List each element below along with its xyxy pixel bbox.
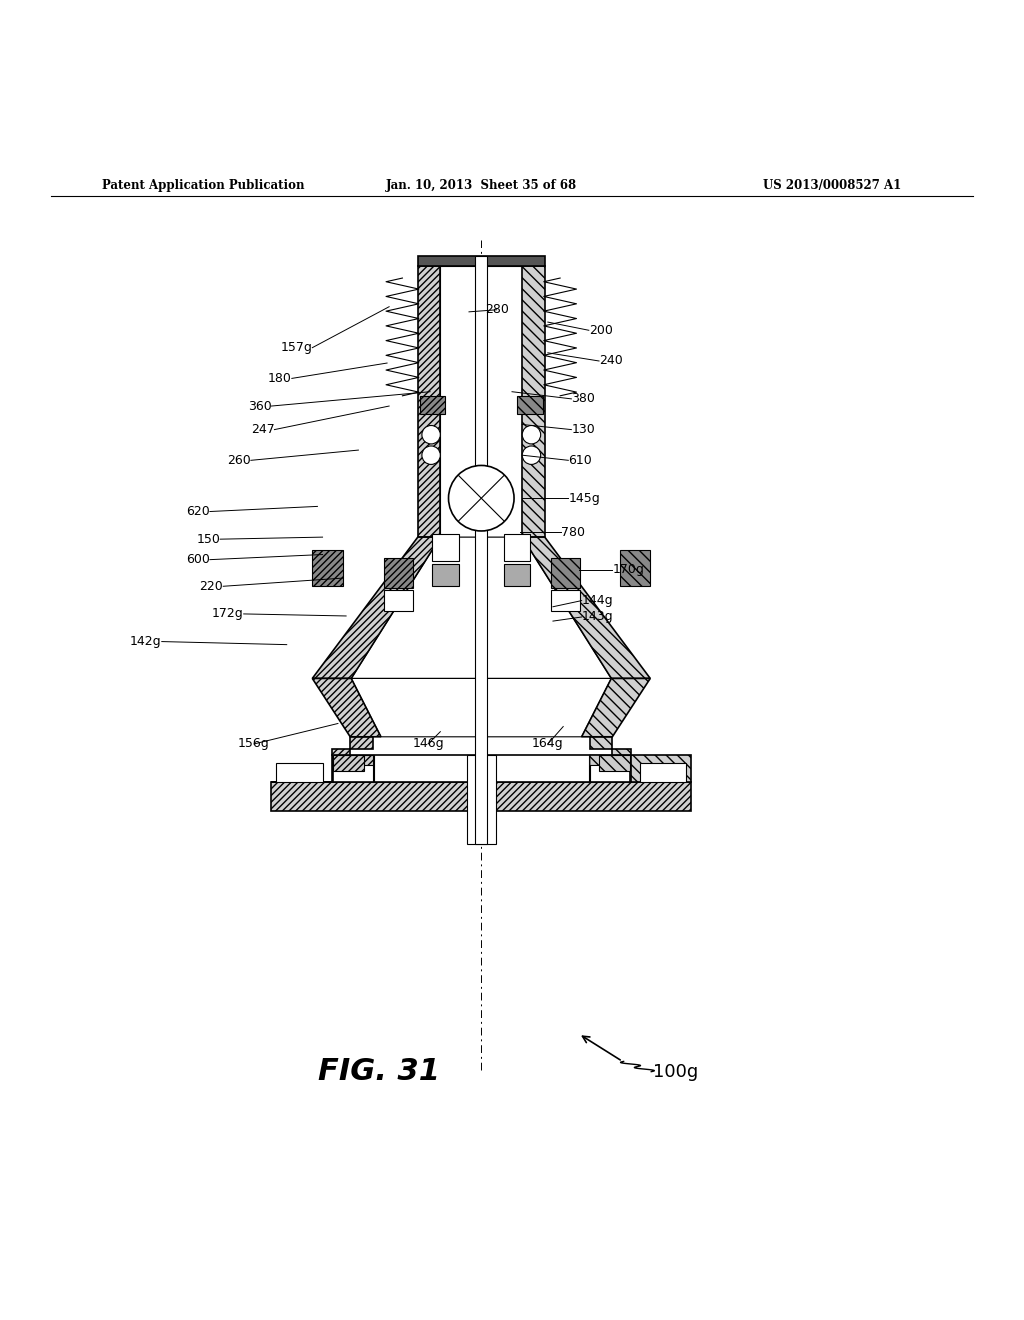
- Polygon shape: [589, 755, 590, 781]
- Text: 145g: 145g: [568, 492, 600, 504]
- Polygon shape: [271, 781, 691, 810]
- Bar: [640, 763, 686, 781]
- Text: 180: 180: [268, 372, 292, 385]
- Text: 620: 620: [186, 506, 210, 517]
- Bar: [517, 396, 543, 414]
- Bar: [467, 755, 496, 845]
- Text: 156g: 156g: [238, 738, 270, 751]
- Text: 144g: 144g: [582, 594, 613, 607]
- Bar: [384, 557, 413, 589]
- Circle shape: [422, 446, 440, 465]
- Bar: [418, 256, 545, 265]
- Bar: [384, 590, 413, 611]
- Polygon shape: [351, 537, 611, 678]
- Polygon shape: [630, 755, 691, 781]
- Polygon shape: [418, 265, 440, 537]
- Bar: [420, 396, 445, 414]
- Text: US 2013/0008527 A1: US 2013/0008527 A1: [763, 180, 901, 193]
- Bar: [620, 550, 650, 586]
- Circle shape: [422, 425, 440, 444]
- Text: 150: 150: [197, 533, 220, 545]
- Polygon shape: [312, 678, 381, 737]
- Polygon shape: [271, 755, 333, 781]
- Text: 130: 130: [571, 424, 595, 436]
- Bar: [432, 535, 459, 561]
- Text: 360: 360: [248, 400, 271, 413]
- Polygon shape: [590, 755, 631, 766]
- Bar: [475, 256, 487, 845]
- Polygon shape: [351, 678, 611, 737]
- Bar: [312, 550, 343, 586]
- Polygon shape: [312, 537, 440, 678]
- Circle shape: [449, 466, 514, 531]
- Text: 143g: 143g: [582, 610, 613, 623]
- Text: 780: 780: [561, 525, 585, 539]
- Text: 280: 280: [484, 304, 509, 317]
- Text: 200: 200: [589, 323, 612, 337]
- Text: 142g: 142g: [130, 635, 162, 648]
- Polygon shape: [522, 537, 650, 678]
- Polygon shape: [345, 755, 373, 766]
- Polygon shape: [590, 737, 631, 755]
- Text: 172g: 172g: [212, 607, 244, 620]
- Text: 247: 247: [251, 424, 274, 436]
- Polygon shape: [333, 755, 364, 771]
- Text: 380: 380: [571, 392, 595, 405]
- Text: 100g: 100g: [653, 1063, 698, 1081]
- Polygon shape: [582, 678, 650, 737]
- Text: Jan. 10, 2013  Sheet 35 of 68: Jan. 10, 2013 Sheet 35 of 68: [386, 180, 577, 193]
- Bar: [276, 763, 323, 781]
- Polygon shape: [333, 755, 630, 781]
- Circle shape: [522, 446, 541, 465]
- Text: 170g: 170g: [612, 564, 644, 577]
- Bar: [440, 265, 522, 537]
- Text: Patent Application Publication: Patent Application Publication: [102, 180, 305, 193]
- Text: 164g: 164g: [532, 738, 563, 751]
- Bar: [551, 557, 580, 589]
- Polygon shape: [599, 755, 630, 771]
- Bar: [432, 564, 459, 586]
- Text: 260: 260: [227, 454, 251, 467]
- Text: 220: 220: [200, 579, 223, 593]
- Text: 146g: 146g: [413, 738, 443, 751]
- Text: 240: 240: [599, 355, 623, 367]
- Polygon shape: [332, 737, 373, 755]
- Bar: [504, 535, 530, 561]
- Polygon shape: [522, 265, 545, 537]
- Bar: [504, 564, 530, 586]
- Text: 610: 610: [568, 454, 592, 467]
- Bar: [551, 590, 580, 611]
- Text: FIG. 31: FIG. 31: [317, 1057, 440, 1086]
- Circle shape: [522, 425, 541, 444]
- Text: 600: 600: [186, 553, 210, 566]
- Text: 157g: 157g: [281, 341, 312, 354]
